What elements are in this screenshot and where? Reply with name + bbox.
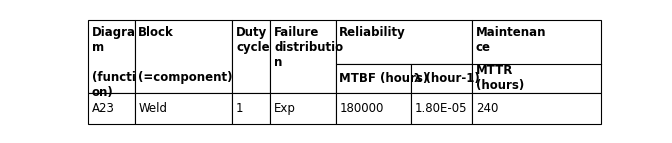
Text: 1: 1	[236, 102, 243, 115]
Text: λ (hour-1): λ (hour-1)	[414, 72, 480, 85]
Bar	[335, 93, 411, 124]
Text: Diagra
m

(functi
on): Diagra m (functi on)	[92, 26, 136, 99]
Text: Duty
cycle: Duty cycle	[236, 26, 269, 54]
Bar	[472, 20, 601, 93]
Text: 180000: 180000	[339, 102, 384, 115]
Bar	[270, 93, 335, 124]
Text: Exp: Exp	[274, 102, 296, 115]
Text: A23: A23	[92, 102, 115, 115]
Bar	[233, 93, 270, 124]
Text: Weld: Weld	[138, 102, 167, 115]
Bar	[411, 93, 472, 124]
Text: Block


(=component): Block (=component)	[138, 26, 233, 84]
Bar	[472, 93, 601, 124]
Bar	[270, 20, 335, 93]
Bar	[88, 20, 134, 93]
Text: 1.80E-05: 1.80E-05	[414, 102, 466, 115]
Text: MTTR
(hours): MTTR (hours)	[476, 64, 524, 92]
Bar	[411, 64, 472, 93]
Text: Failure
distributio
n: Failure distributio n	[274, 26, 343, 69]
Text: MTBF (hours): MTBF (hours)	[339, 72, 429, 85]
Text: 240: 240	[476, 102, 498, 115]
Text: Reliability: Reliability	[339, 26, 406, 39]
Bar	[134, 93, 233, 124]
Bar	[134, 20, 233, 93]
Bar	[335, 64, 411, 93]
Text: Maintenan
ce: Maintenan ce	[476, 26, 546, 54]
Bar	[335, 20, 472, 64]
Bar	[233, 20, 270, 93]
Bar	[88, 93, 134, 124]
